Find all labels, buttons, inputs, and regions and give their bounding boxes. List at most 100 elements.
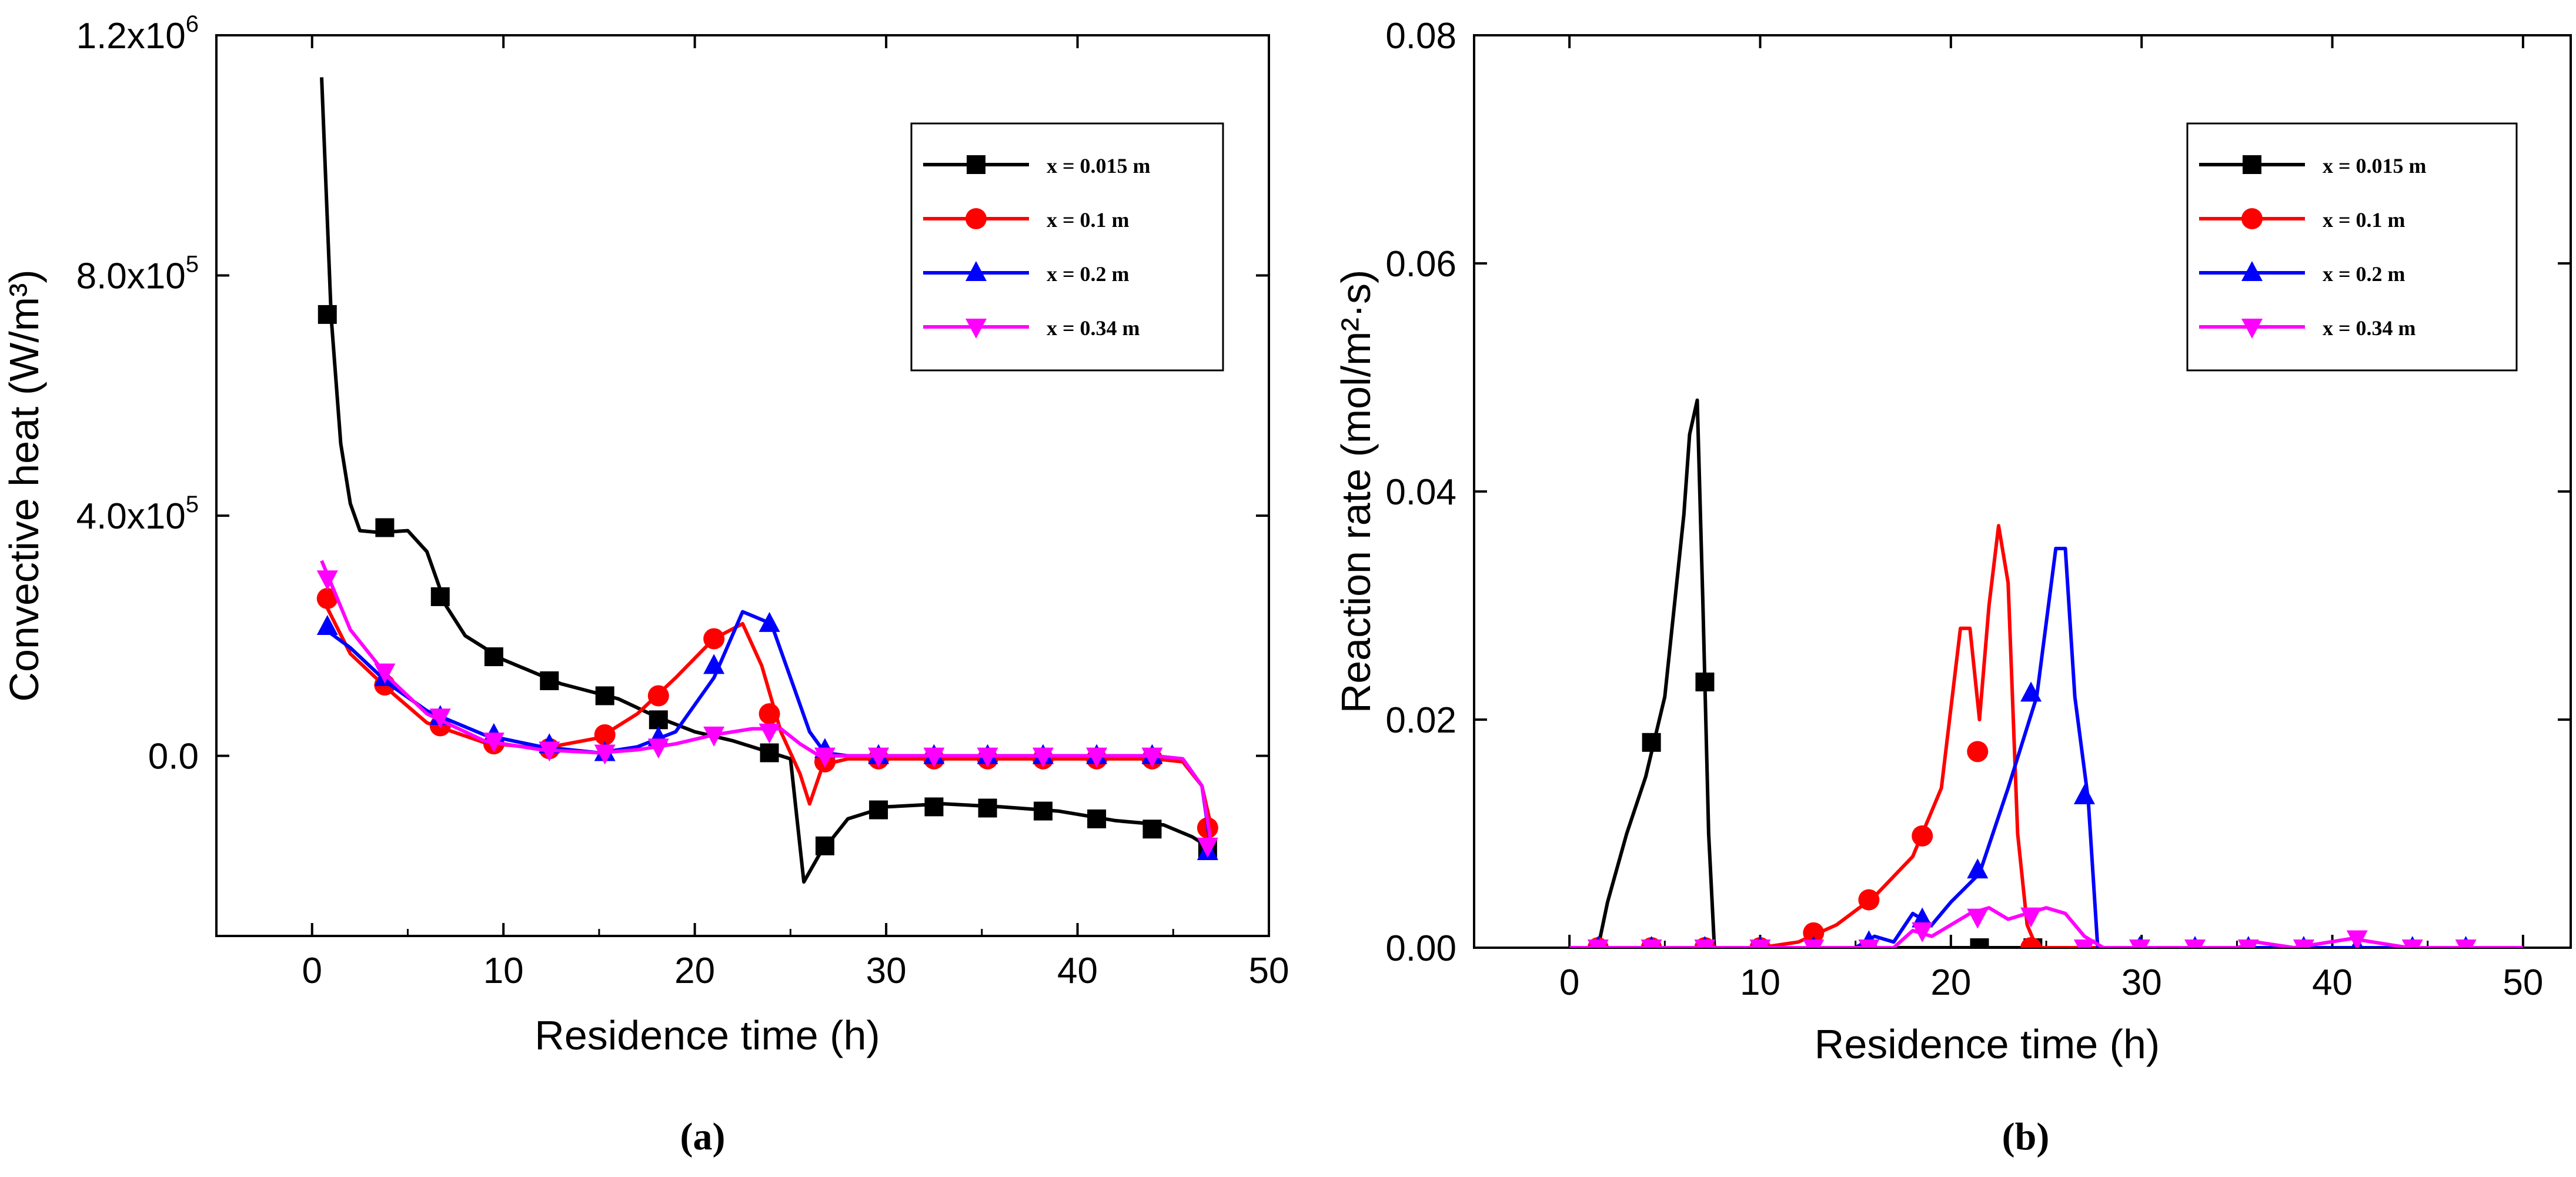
data-point bbox=[484, 647, 503, 667]
data-point bbox=[483, 733, 504, 753]
plot-frame bbox=[215, 34, 1270, 937]
legend-marker bbox=[965, 208, 987, 229]
data-point bbox=[1197, 837, 1218, 858]
data-point bbox=[2073, 784, 2095, 804]
series-line bbox=[1569, 547, 2523, 948]
series-line bbox=[1569, 524, 2523, 948]
y-tick-label: 0.02 bbox=[1385, 700, 1456, 741]
data-point bbox=[316, 570, 338, 591]
data-point bbox=[594, 744, 616, 765]
data-point bbox=[2129, 939, 2150, 948]
y-tick-mantissa: 8.0x10 bbox=[76, 256, 186, 297]
data-point bbox=[1587, 939, 1609, 948]
series-3 bbox=[1569, 906, 2523, 948]
x-tick-label: 0 bbox=[1559, 962, 1579, 1003]
data-point bbox=[1803, 922, 1825, 944]
data-point bbox=[318, 305, 337, 324]
legend-marker bbox=[965, 319, 987, 339]
data-point bbox=[595, 686, 614, 705]
x-tick-label: 30 bbox=[866, 951, 907, 991]
data-point bbox=[1967, 741, 1989, 763]
legend-label: x = 0.2 m bbox=[1047, 262, 1130, 286]
series-line bbox=[320, 560, 1214, 847]
y-tick-mantissa: 0.08 bbox=[1385, 16, 1456, 56]
data-point bbox=[2073, 939, 2095, 948]
y-axis-label: Reaction rate (mol/m²·s) bbox=[1333, 270, 1379, 714]
x-tick-label: 20 bbox=[1930, 962, 1971, 1003]
y-tick-label: 0.04 bbox=[1385, 472, 1456, 513]
x-axis-label: Residence time (h) bbox=[1815, 1021, 2160, 1067]
y-axis-label: Convective heat (W/m³) bbox=[1, 269, 47, 701]
y-tick-label: 0.06 bbox=[1385, 244, 1456, 285]
data-point bbox=[868, 747, 890, 768]
data-point bbox=[978, 798, 997, 818]
y-tick-exponent: 5 bbox=[186, 252, 199, 277]
y-tick-label: 0.00 bbox=[1385, 928, 1456, 969]
data-point bbox=[1749, 939, 1771, 948]
data-point bbox=[1912, 922, 1933, 942]
x-tick-label: 40 bbox=[2312, 962, 2353, 1003]
data-point bbox=[2020, 937, 2042, 948]
y-tick-label: 0.08 bbox=[1385, 16, 1456, 56]
data-point bbox=[1803, 939, 1825, 948]
data-point bbox=[430, 587, 450, 606]
panel-label: (b) bbox=[2002, 1115, 2050, 1158]
x-axis-label: Residence time (h) bbox=[534, 1012, 880, 1058]
data-point bbox=[374, 663, 396, 684]
legend-marker bbox=[965, 261, 987, 281]
data-point bbox=[1142, 820, 1162, 839]
chart-panel-a: 0 10 20 30 40 500.04.0x1058.0x1051.2x106Resid… bbox=[1, 11, 1289, 1158]
data-point bbox=[1858, 889, 1880, 911]
data-point bbox=[2455, 939, 2477, 948]
data-point bbox=[759, 611, 780, 632]
y-tick-mantissa: 0.0 bbox=[148, 737, 199, 777]
data-point bbox=[1912, 825, 1933, 847]
legend-label: x = 0.2 m bbox=[2323, 262, 2405, 286]
legend-label: x = 0.015 m bbox=[1047, 154, 1151, 178]
y-tick-label: 8.0x105 bbox=[76, 252, 199, 297]
data-point bbox=[1087, 809, 1107, 828]
legend-label: x = 0.1 m bbox=[2323, 208, 2405, 232]
data-point bbox=[2020, 907, 2042, 928]
data-point bbox=[1970, 938, 1989, 948]
data-point bbox=[815, 836, 834, 855]
data-point bbox=[1967, 908, 1989, 929]
legend-marker bbox=[2241, 261, 2263, 281]
x-tick-label: 20 bbox=[674, 951, 715, 991]
data-point bbox=[1141, 747, 1163, 768]
y-tick-label: 4.0x105 bbox=[76, 491, 199, 537]
chart-panel-b: 0 10 20 30 40 50 0.00 0.02 0.04 0.06 0.08 Residence… bbox=[1333, 16, 2572, 1158]
x-tick-label: 0 bbox=[302, 951, 322, 991]
data-point bbox=[1033, 801, 1053, 821]
x-tick-label: 10 bbox=[483, 951, 524, 991]
y-tick-mantissa: 0.02 bbox=[1385, 700, 1456, 741]
data-point bbox=[923, 747, 945, 768]
data-point bbox=[759, 703, 780, 725]
data-point bbox=[924, 797, 944, 817]
data-point bbox=[429, 708, 451, 729]
data-point bbox=[2346, 930, 2368, 948]
data-point bbox=[1086, 747, 1108, 768]
data-point bbox=[316, 615, 338, 636]
data-point bbox=[1641, 939, 1662, 948]
y-tick-mantissa: 1.2x10 bbox=[76, 16, 186, 56]
legend-marker bbox=[2241, 319, 2263, 339]
x-tick-label: 30 bbox=[2121, 962, 2162, 1003]
data-point bbox=[2293, 939, 2314, 948]
data-point bbox=[1695, 672, 1715, 691]
series-line bbox=[1569, 398, 2046, 948]
legend-marker bbox=[967, 155, 985, 174]
data-point bbox=[647, 685, 669, 707]
data-point bbox=[759, 723, 780, 744]
data-point bbox=[2184, 939, 2206, 948]
data-point bbox=[703, 654, 725, 674]
y-tick-exponent: 6 bbox=[186, 11, 199, 37]
data-point bbox=[1694, 939, 1716, 948]
data-point bbox=[2401, 939, 2423, 948]
data-point bbox=[703, 726, 725, 747]
data-point bbox=[1967, 858, 1989, 879]
data-point bbox=[814, 747, 836, 768]
data-point bbox=[2020, 681, 2042, 702]
x-tick-label: 10 bbox=[1740, 962, 1780, 1003]
